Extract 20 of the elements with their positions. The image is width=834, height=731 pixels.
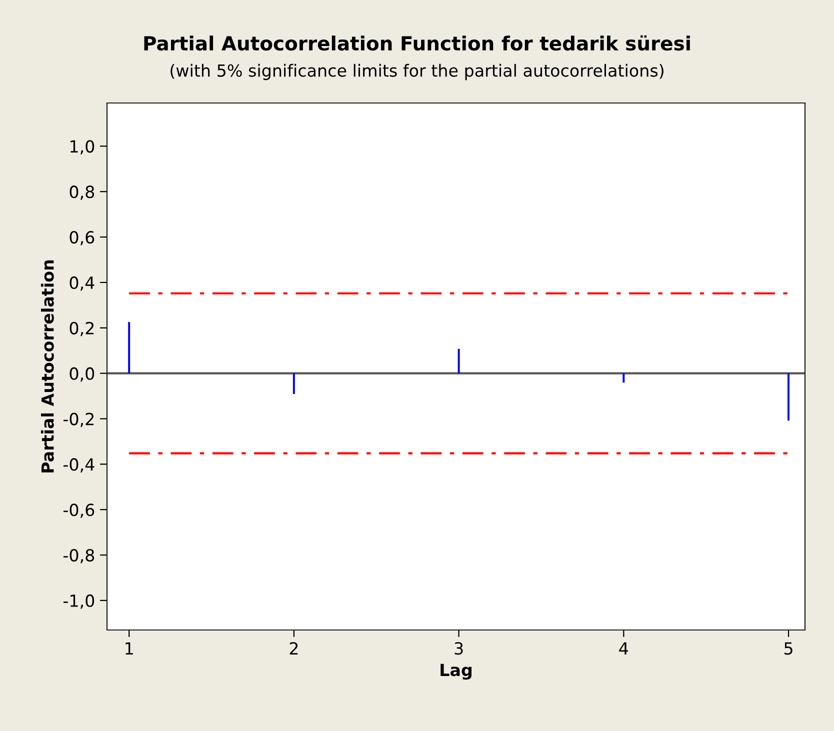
x-tick-label: 1 <box>126 642 133 654</box>
x-axis-title: Lag <box>440 664 472 680</box>
chart-title: Partial Autocorrelation Function for tedarik süresi <box>144 35 690 51</box>
y-tick-label: -0,8 <box>63 549 94 564</box>
y-tick-label: 0,8 <box>70 186 94 200</box>
y-tick-label: -0,4 <box>63 458 94 472</box>
x-tick-label: 4 <box>619 642 628 654</box>
y-tick-label: 0,4 <box>70 276 94 291</box>
x-tick-label: 2 <box>290 642 298 654</box>
y-tick-label: 0,0 <box>70 367 94 382</box>
y-tick-label: -0,6 <box>63 504 94 518</box>
y-tick-label: 0,2 <box>70 322 94 336</box>
y-tick-label: 0,6 <box>70 230 94 246</box>
chart-subtitle: (with 5% significance limits for the partial autocorrelations) <box>170 64 664 80</box>
y-tick-label: -0,2 <box>63 412 94 428</box>
y-tick-label: 1,0 <box>70 140 94 154</box>
y-axis-title: Partial Autocorrelation <box>40 260 54 472</box>
y-tick-label: -1,0 <box>63 594 94 609</box>
x-tick-label: 5 <box>784 642 792 655</box>
x-tick-label: 3 <box>454 642 463 655</box>
